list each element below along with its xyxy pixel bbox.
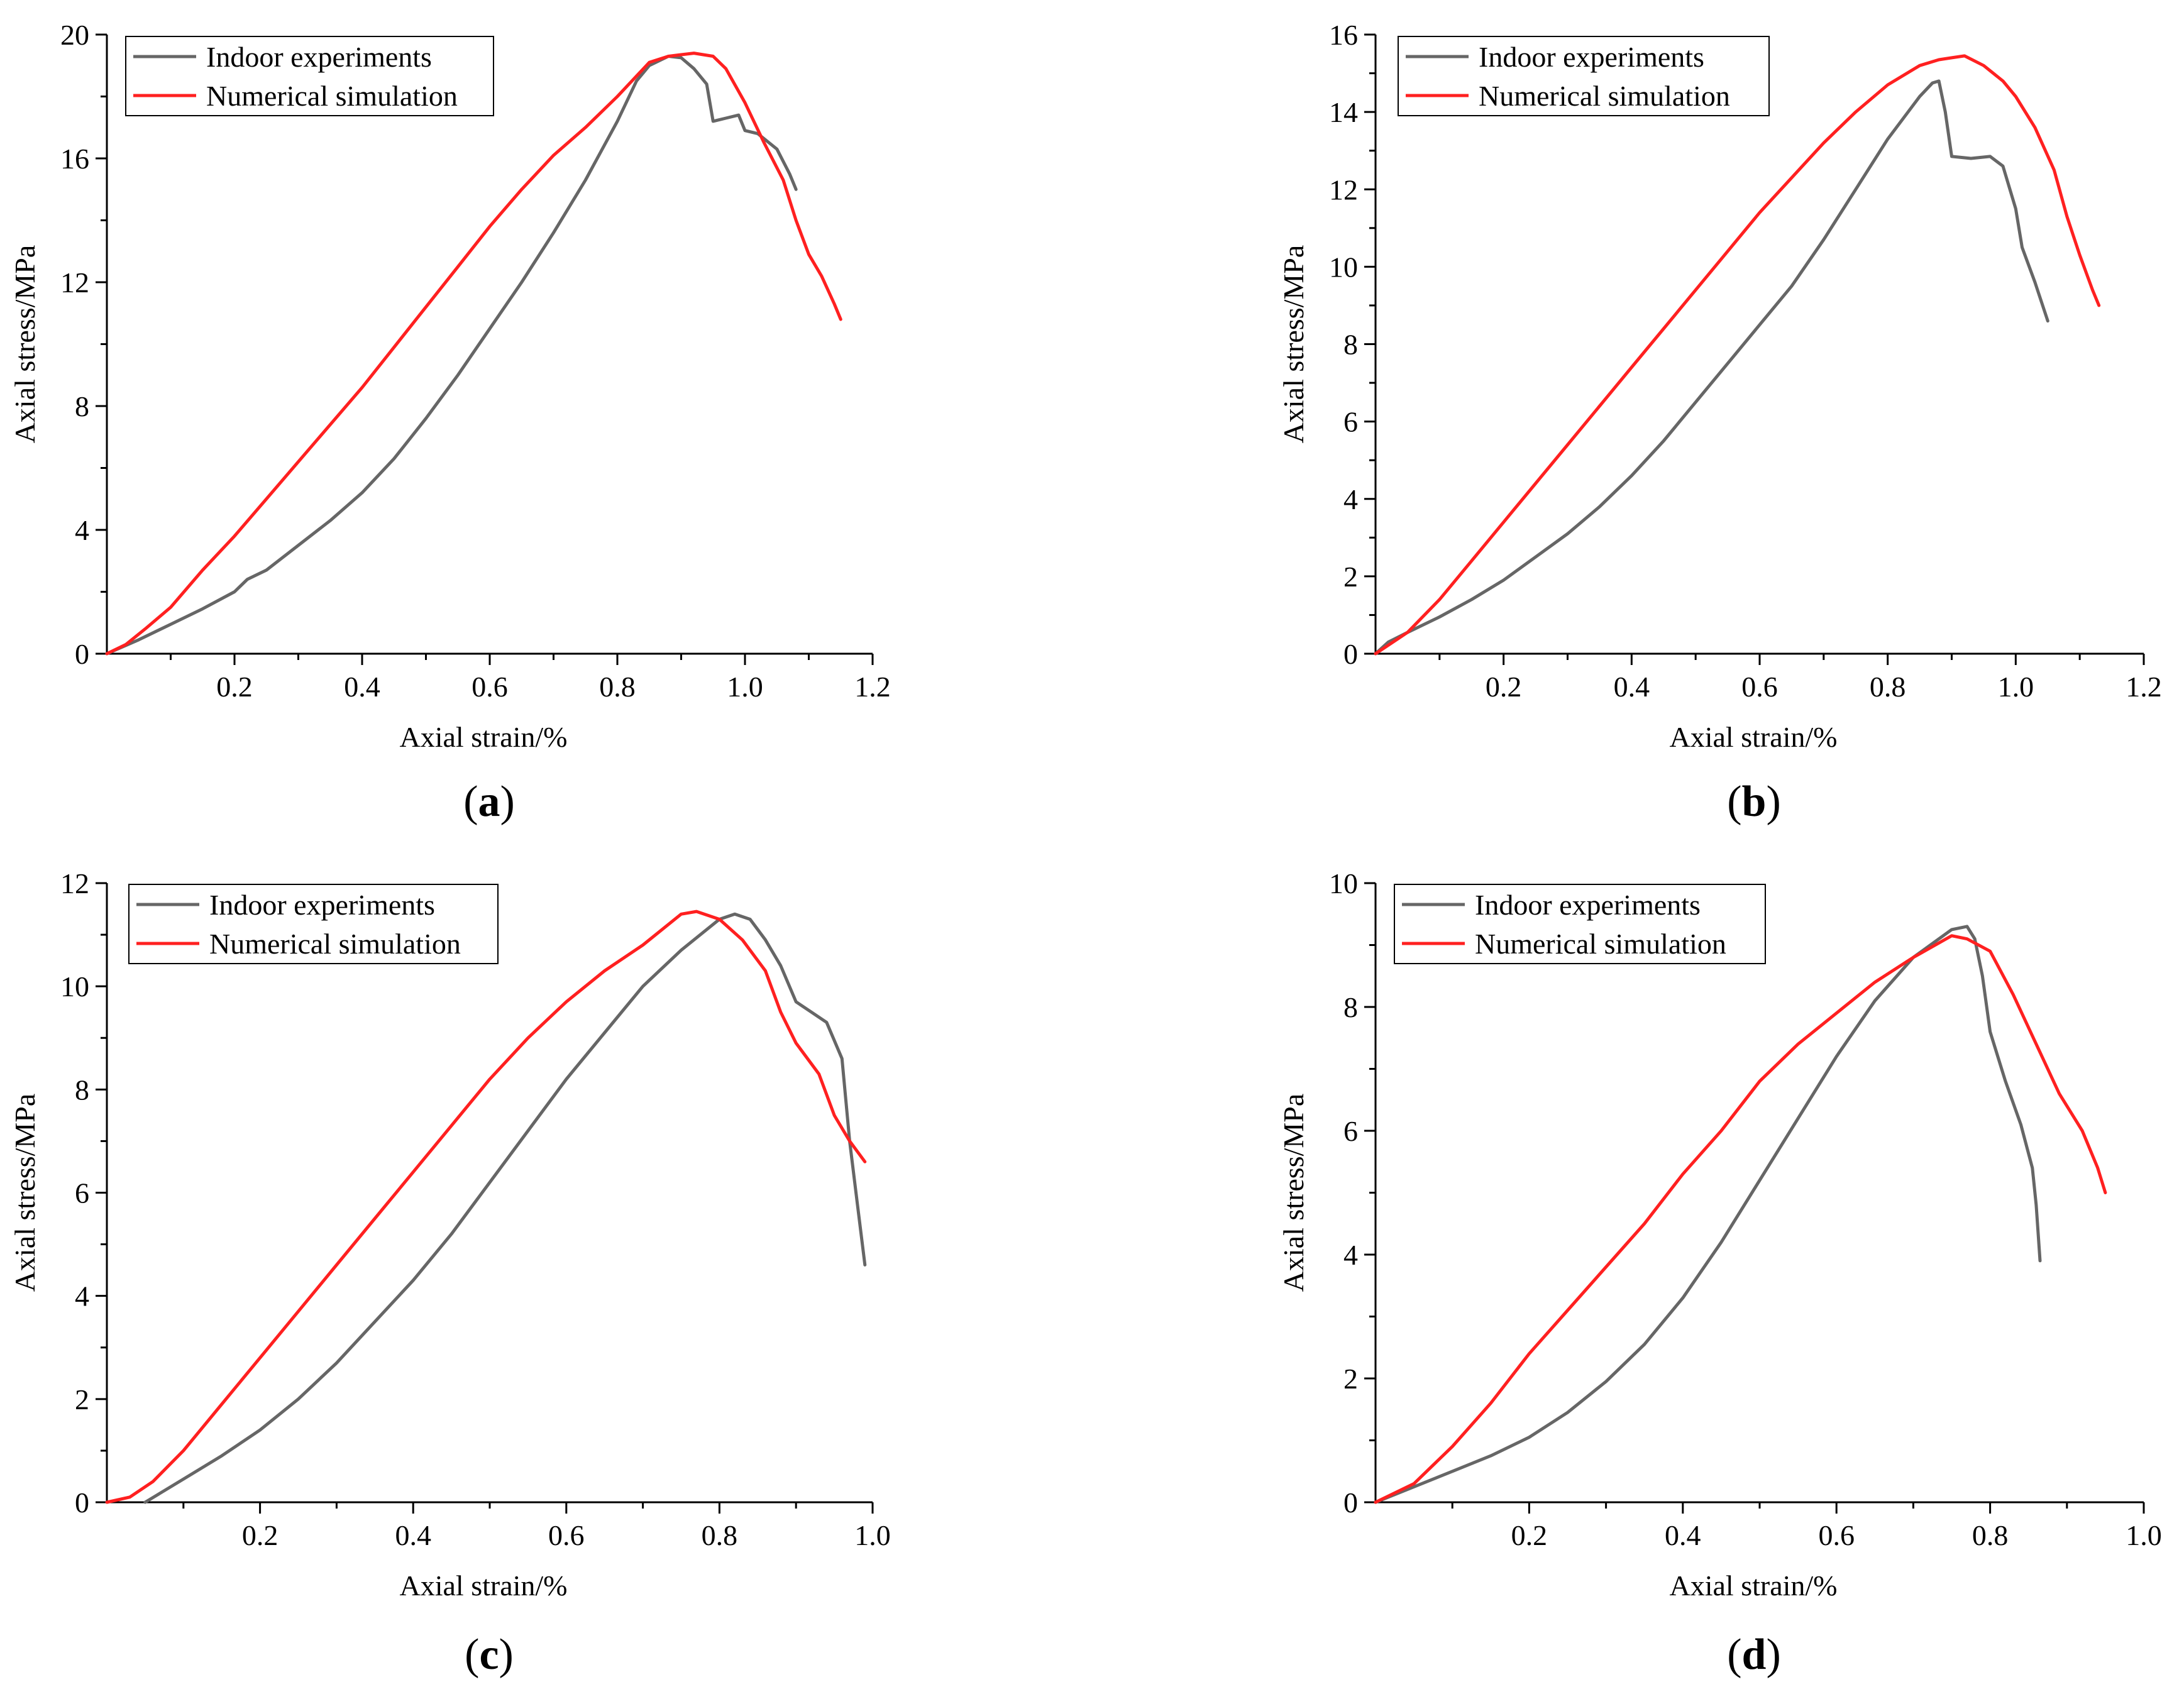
x-tick-label: 1.2 — [2126, 671, 2162, 703]
panel-label: (a) — [463, 778, 515, 826]
legend: Indoor experiments Numerical simulation — [1394, 884, 1766, 964]
series-line-numerical-simulation — [105, 52, 842, 656]
y-tick-label: 6 — [1343, 406, 1358, 438]
x-tick-label: 0.6 — [548, 1519, 585, 1551]
series-line-numerical-simulation — [105, 910, 867, 1504]
y-tick-label: 8 — [75, 1074, 89, 1106]
x-axis-title: Axial strain/% — [1670, 1570, 1838, 1602]
x-tick-label: 0.6 — [1741, 671, 1778, 703]
x-tick-label: 0.8 — [1972, 1519, 2009, 1551]
legend-label: Numerical simulation — [206, 80, 458, 112]
y-axis-title: Axial stress/MPa — [9, 245, 41, 444]
chart-panel-d: 0 2 4 6 8 10 0.2 0.4 0.6 0.8 1.0 Axial strain/% Axia… — [1277, 867, 2162, 1679]
legend: Indoor experiments Numerical simulation — [128, 884, 499, 964]
legend: Indoor experiments Numerical simulation — [125, 36, 494, 116]
x-tick-label: 0.2 — [1511, 1519, 1548, 1551]
y-tick-label: 10 — [60, 970, 89, 1003]
x-tick-label: 0.2 — [1486, 671, 1522, 703]
x-tick-label: 1.2 — [854, 671, 891, 703]
legend-label: Numerical simulation — [209, 928, 461, 960]
y-axis-title: Axial stress/MPa — [1277, 1094, 1310, 1292]
x-tick-label: 0.2 — [216, 671, 253, 703]
series-line-numerical-simulation — [1374, 934, 2107, 1504]
y-tick-label: 12 — [60, 867, 89, 899]
legend-label: Indoor experiments — [1479, 41, 1704, 73]
x-tick-label: 0.4 — [395, 1519, 431, 1551]
y-tick-label: 4 — [1343, 483, 1358, 515]
legend-label: Numerical simulation — [1479, 80, 1730, 112]
panel-label: (b) — [1727, 778, 1781, 826]
series-line-indoor-experiments — [1374, 925, 2042, 1504]
y-tick-label: 14 — [1329, 96, 1358, 128]
x-tick-label: 0.6 — [1818, 1519, 1855, 1551]
y-tick-label: 12 — [60, 267, 89, 299]
legend-label: Indoor experiments — [1475, 889, 1701, 921]
y-tick-label: 0 — [1343, 638, 1358, 670]
chart-panel-b: 0 2 4 6 8 10 12 14 16 0.2 0.4 0.6 0.8 1.0 1.2 Axial str… — [1277, 19, 2162, 826]
legend-box — [128, 884, 499, 964]
y-tick-label: 16 — [1329, 19, 1358, 51]
x-tick-label: 1.0 — [727, 671, 763, 703]
x-tick-label: 0.4 — [344, 671, 380, 703]
x-tick-label: 0.2 — [242, 1519, 279, 1551]
x-tick-label: 1.0 — [854, 1519, 891, 1551]
x-tick-label: 0.4 — [1665, 1519, 1701, 1551]
y-tick-label: 8 — [75, 390, 89, 422]
x-tick-label: 0.8 — [599, 671, 636, 703]
x-axis-title: Axial strain/% — [400, 721, 568, 753]
y-tick-label: 4 — [1343, 1239, 1358, 1271]
x-axis-title: Axial strain/% — [1670, 721, 1838, 753]
y-tick-label: 12 — [1329, 173, 1358, 206]
y-tick-label: 8 — [1343, 329, 1358, 361]
legend-label: Indoor experiments — [209, 889, 435, 921]
y-tick-label: 2 — [1343, 1363, 1358, 1395]
x-tick-label: 0.4 — [1614, 671, 1650, 703]
y-tick-label: 8 — [1343, 991, 1358, 1023]
series-line-numerical-simulation — [1374, 54, 2101, 656]
y-tick-label: 4 — [75, 514, 89, 546]
y-tick-label: 20 — [60, 19, 89, 51]
series-line-indoor-experiments — [1374, 79, 2049, 656]
panel-label: (d) — [1727, 1630, 1781, 1679]
legend-box — [125, 36, 494, 116]
x-tick-label: 0.8 — [702, 1519, 738, 1551]
y-tick-label: 10 — [1329, 251, 1358, 283]
y-axis-title: Axial stress/MPa — [1277, 245, 1310, 444]
x-tick-label: 1.0 — [1998, 671, 2034, 703]
y-tick-label: 0 — [75, 1487, 89, 1519]
legend-box — [1394, 884, 1766, 964]
legend-label: Numerical simulation — [1475, 928, 1726, 960]
legend: Indoor experiments Numerical simulation — [1398, 36, 1770, 116]
x-tick-label: 1.0 — [2126, 1519, 2162, 1551]
y-tick-label: 10 — [1329, 867, 1358, 899]
x-tick-label: 0.6 — [472, 671, 508, 703]
y-tick-label: 6 — [1343, 1115, 1358, 1147]
y-tick-label: 2 — [1343, 561, 1358, 593]
y-axis-title: Axial stress/MPa — [9, 1094, 41, 1292]
legend-box — [1398, 36, 1770, 116]
y-tick-label: 6 — [75, 1177, 89, 1209]
series-line-indoor-experiments — [105, 55, 798, 656]
y-tick-label: 2 — [75, 1383, 89, 1416]
y-tick-label: 0 — [1343, 1487, 1358, 1519]
panel-label: (c) — [465, 1630, 514, 1679]
y-tick-label: 4 — [75, 1280, 89, 1312]
chart-panel-c: 0 2 4 6 8 10 12 0.2 0.4 0.6 0.8 1.0 Axial strain/% Ax… — [9, 867, 891, 1679]
legend-label: Indoor experiments — [206, 41, 432, 73]
x-axis-title: Axial strain/% — [400, 1570, 568, 1602]
y-tick-label: 0 — [75, 638, 89, 670]
chart-panel-a: 0 4 8 12 16 20 0.2 0.4 0.6 0.8 1.0 1.2 Axial strain/… — [9, 19, 891, 826]
x-tick-label: 0.8 — [1870, 671, 1906, 703]
y-tick-label: 16 — [60, 143, 89, 175]
series-line-indoor-experiments — [143, 912, 867, 1504]
